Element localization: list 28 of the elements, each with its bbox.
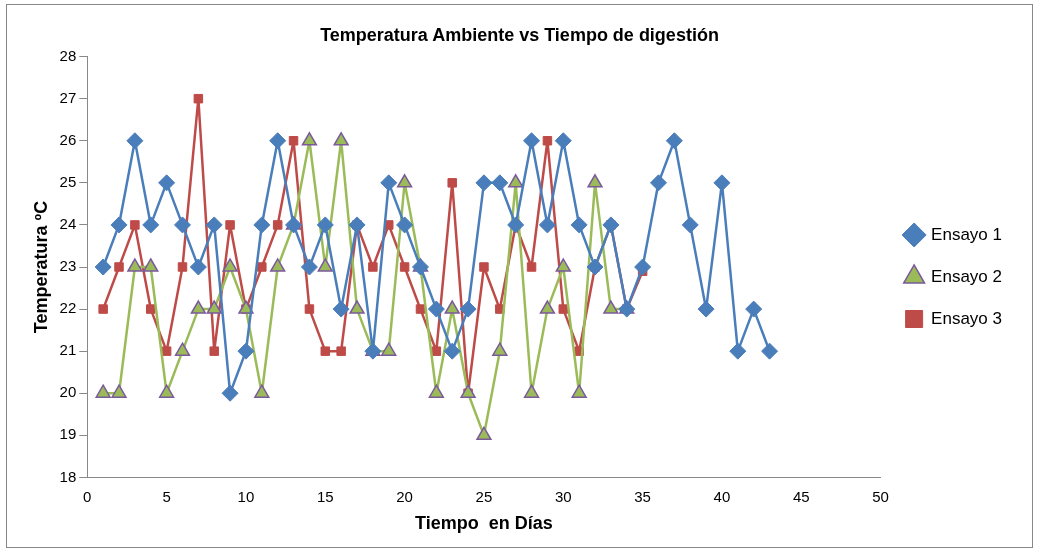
x-tick-label: 25 <box>475 487 493 505</box>
chart-title: Temperatura Ambiente vs Tiempo de digestión <box>320 24 719 45</box>
y-tick-label: 20 <box>59 383 77 401</box>
x-tick-label: 15 <box>316 487 334 505</box>
x-tick-label: 0 <box>83 487 92 505</box>
x-tick-label: 35 <box>634 487 651 505</box>
y-tick-label: 24 <box>59 215 77 233</box>
x-tick-label: 45 <box>792 487 810 505</box>
y-axis-title: Temperatura ºC <box>30 200 51 334</box>
legend-label: Ensayo 1 <box>931 224 1003 244</box>
y-tick-label: 27 <box>59 88 77 106</box>
y-tick-label: 19 <box>59 425 77 443</box>
y-tick-label: 21 <box>59 341 77 359</box>
y-tick-label: 28 <box>59 46 77 64</box>
x-tick-label: 50 <box>872 487 889 505</box>
x-tick-label: 5 <box>162 487 171 505</box>
y-tick-label: 25 <box>59 172 77 190</box>
x-tick-label: 20 <box>396 487 413 505</box>
legend-label: Ensayo 2 <box>931 266 1003 286</box>
x-tick-label: 40 <box>713 487 731 505</box>
y-tick-label: 26 <box>59 130 77 148</box>
x-tick-label: 10 <box>237 487 255 505</box>
x-axis-title: Tiempo en Días <box>415 513 553 534</box>
y-tick-label: 23 <box>59 257 77 275</box>
x-tick-label: 30 <box>554 487 572 505</box>
y-tick-label: 22 <box>59 299 77 317</box>
y-tick-label: 18 <box>59 467 77 485</box>
legend-label: Ensayo 3 <box>931 308 1003 328</box>
